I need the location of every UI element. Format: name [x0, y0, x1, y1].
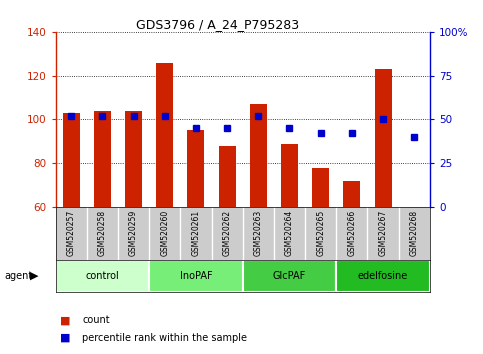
- Text: ▶: ▶: [29, 271, 38, 281]
- Bar: [156, 63, 173, 207]
- Bar: [149, 260, 242, 292]
- Bar: [218, 146, 236, 207]
- Text: GSM520265: GSM520265: [316, 210, 325, 256]
- Text: GSM520266: GSM520266: [347, 210, 356, 256]
- Bar: [56, 260, 149, 292]
- Text: GSM520262: GSM520262: [223, 210, 232, 256]
- Text: GSM520268: GSM520268: [410, 210, 419, 256]
- Bar: [312, 168, 329, 207]
- Bar: [94, 111, 111, 207]
- Bar: [281, 144, 298, 207]
- Bar: [336, 260, 430, 292]
- Text: ■: ■: [60, 315, 71, 325]
- Text: GSM520263: GSM520263: [254, 210, 263, 256]
- Text: GlcPAF: GlcPAF: [273, 271, 306, 281]
- Text: count: count: [82, 315, 110, 325]
- Bar: [125, 111, 142, 207]
- Text: GSM520264: GSM520264: [285, 210, 294, 256]
- Text: GSM520258: GSM520258: [98, 210, 107, 256]
- Bar: [187, 130, 204, 207]
- Text: ■: ■: [60, 333, 71, 343]
- Bar: [374, 69, 392, 207]
- Bar: [242, 260, 336, 292]
- Text: InoPAF: InoPAF: [180, 271, 212, 281]
- Text: edelfosine: edelfosine: [358, 271, 408, 281]
- Bar: [343, 181, 360, 207]
- Text: GDS3796 / A_24_P795283: GDS3796 / A_24_P795283: [136, 18, 299, 31]
- Text: GSM520259: GSM520259: [129, 210, 138, 256]
- Text: control: control: [85, 271, 119, 281]
- Text: GSM520267: GSM520267: [379, 210, 387, 256]
- Text: GSM520261: GSM520261: [191, 210, 200, 256]
- Bar: [63, 113, 80, 207]
- Text: GSM520260: GSM520260: [160, 210, 169, 256]
- Text: percentile rank within the sample: percentile rank within the sample: [82, 333, 247, 343]
- Text: agent: agent: [5, 271, 33, 281]
- Text: GSM520257: GSM520257: [67, 210, 76, 256]
- Bar: [250, 104, 267, 207]
